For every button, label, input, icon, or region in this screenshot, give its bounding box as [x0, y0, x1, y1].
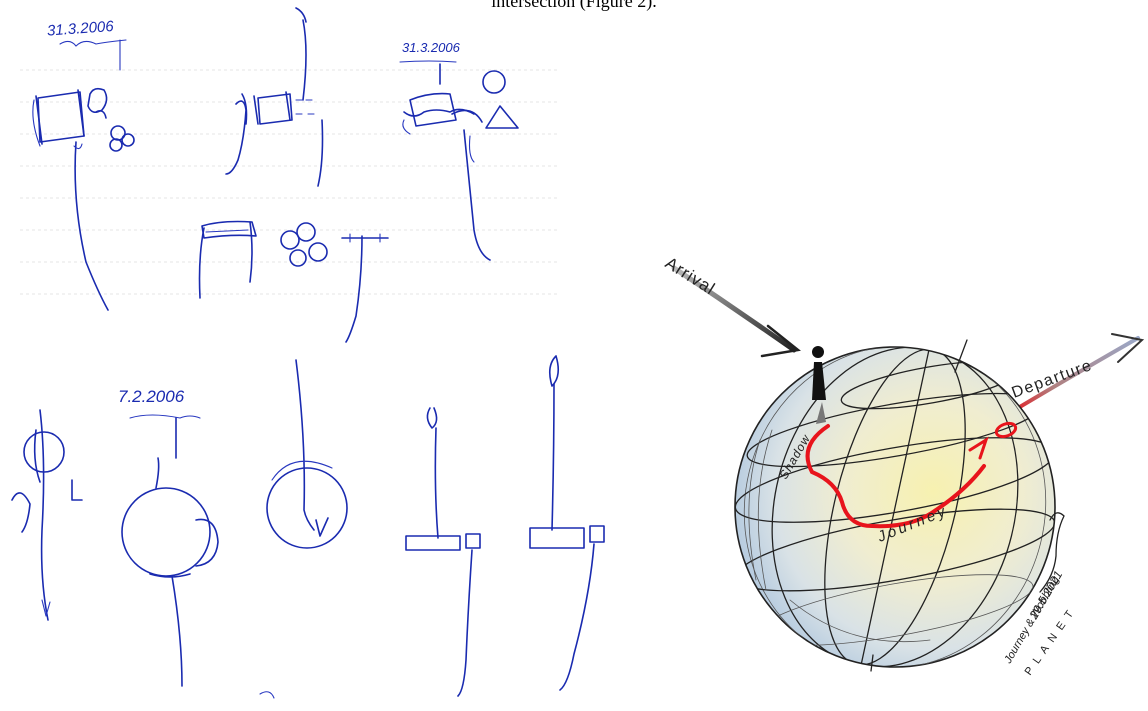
journey-path: [805, 424, 986, 529]
sketch-lamp-tall: [529, 355, 605, 691]
signature-scribble: [59, 39, 127, 47]
arrival-arrow: [671, 265, 801, 358]
sketch-cluster: [402, 70, 519, 261]
globe-axis-bottom: [870, 654, 874, 672]
journey-arrowhead: [968, 436, 989, 460]
date-label-top-left: 31.3.2006: [46, 18, 114, 40]
standing-figure: [812, 346, 826, 424]
sketch-lamp-short: [405, 407, 481, 697]
sketch-orb-drip: [266, 359, 348, 549]
sketch-square-stalk: [225, 7, 324, 187]
globe-axis-top: [954, 339, 968, 373]
sketch-notebook: 31.3.2006: [11, 7, 605, 699]
sketch-orb-stem-left: [11, 409, 83, 621]
sketch-bubbles: [280, 222, 328, 267]
date-label-bottom: 7.2.2006: [118, 387, 185, 406]
figure-caption: ıntersection (Figure 2).: [491, 0, 657, 11]
arrival-label: Arrival: [662, 253, 719, 298]
sketch-square-bubbles: [32, 87, 135, 311]
ink-mark: [259, 691, 275, 699]
planet-diagram: Arrival Departure: [662, 253, 1145, 678]
sketch-orb-cup: [121, 457, 219, 687]
sketch-t-stand: [341, 233, 389, 343]
sketch-arch: [198, 220, 257, 299]
ruled-lines: [20, 69, 560, 295]
signature-stroke: [1039, 512, 1065, 593]
departure-label: Departure: [1010, 357, 1095, 402]
departure-ring: [994, 421, 1018, 439]
date-label-top-right: 31.3.2006: [402, 40, 461, 55]
